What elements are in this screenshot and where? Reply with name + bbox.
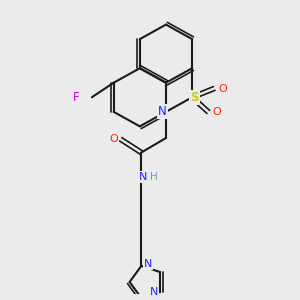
Text: O: O bbox=[218, 84, 227, 94]
Text: N: N bbox=[139, 172, 147, 182]
Text: N: N bbox=[149, 287, 158, 297]
Text: O: O bbox=[212, 107, 221, 117]
Text: H: H bbox=[150, 172, 158, 182]
Text: S: S bbox=[190, 91, 199, 104]
Text: N: N bbox=[158, 105, 167, 118]
Text: O: O bbox=[109, 134, 118, 144]
Text: N: N bbox=[143, 260, 152, 269]
Text: F: F bbox=[73, 91, 79, 104]
